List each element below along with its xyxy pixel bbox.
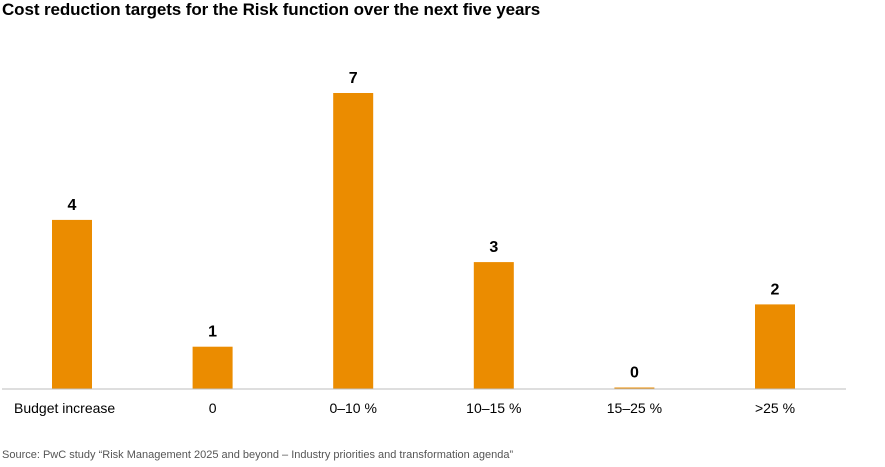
category-label-1: 0: [209, 400, 217, 416]
category-labels-group: Budget increase 0 0–10 % 10–15 % 15–25 % >25 …: [14, 400, 795, 416]
value-labels-group: 4 1 7 3 0 2: [68, 70, 780, 382]
chart-title: Cost reduction targets for the Risk func…: [2, 0, 541, 19]
value-label-0: 4: [68, 197, 77, 214]
category-label-2: 0–10 %: [329, 400, 376, 416]
bar-0: [52, 219, 92, 389]
bars-group: [52, 93, 795, 389]
value-label-1: 1: [208, 324, 217, 341]
source-note: Source: PwC study “Risk Management 2025 …: [2, 449, 514, 461]
value-label-2: 7: [349, 70, 358, 87]
bar-1: [192, 346, 233, 389]
bar-3: [473, 262, 514, 389]
value-label-4: 0: [630, 365, 639, 382]
bar-5: [755, 304, 795, 389]
bar-4: [614, 387, 655, 389]
value-label-3: 3: [489, 239, 498, 256]
category-label-4: 15–25 %: [607, 400, 662, 416]
category-label-0: Budget increase: [14, 400, 115, 416]
bar-2: [333, 93, 374, 389]
value-label-5: 2: [771, 281, 780, 298]
bar-chart: 4 1 7 3 0 2 Budget increase 0 0–10 % 10–15 % 15–2…: [2, 70, 846, 416]
category-label-3: 10–15 %: [466, 400, 521, 416]
category-label-5: >25 %: [755, 400, 795, 416]
